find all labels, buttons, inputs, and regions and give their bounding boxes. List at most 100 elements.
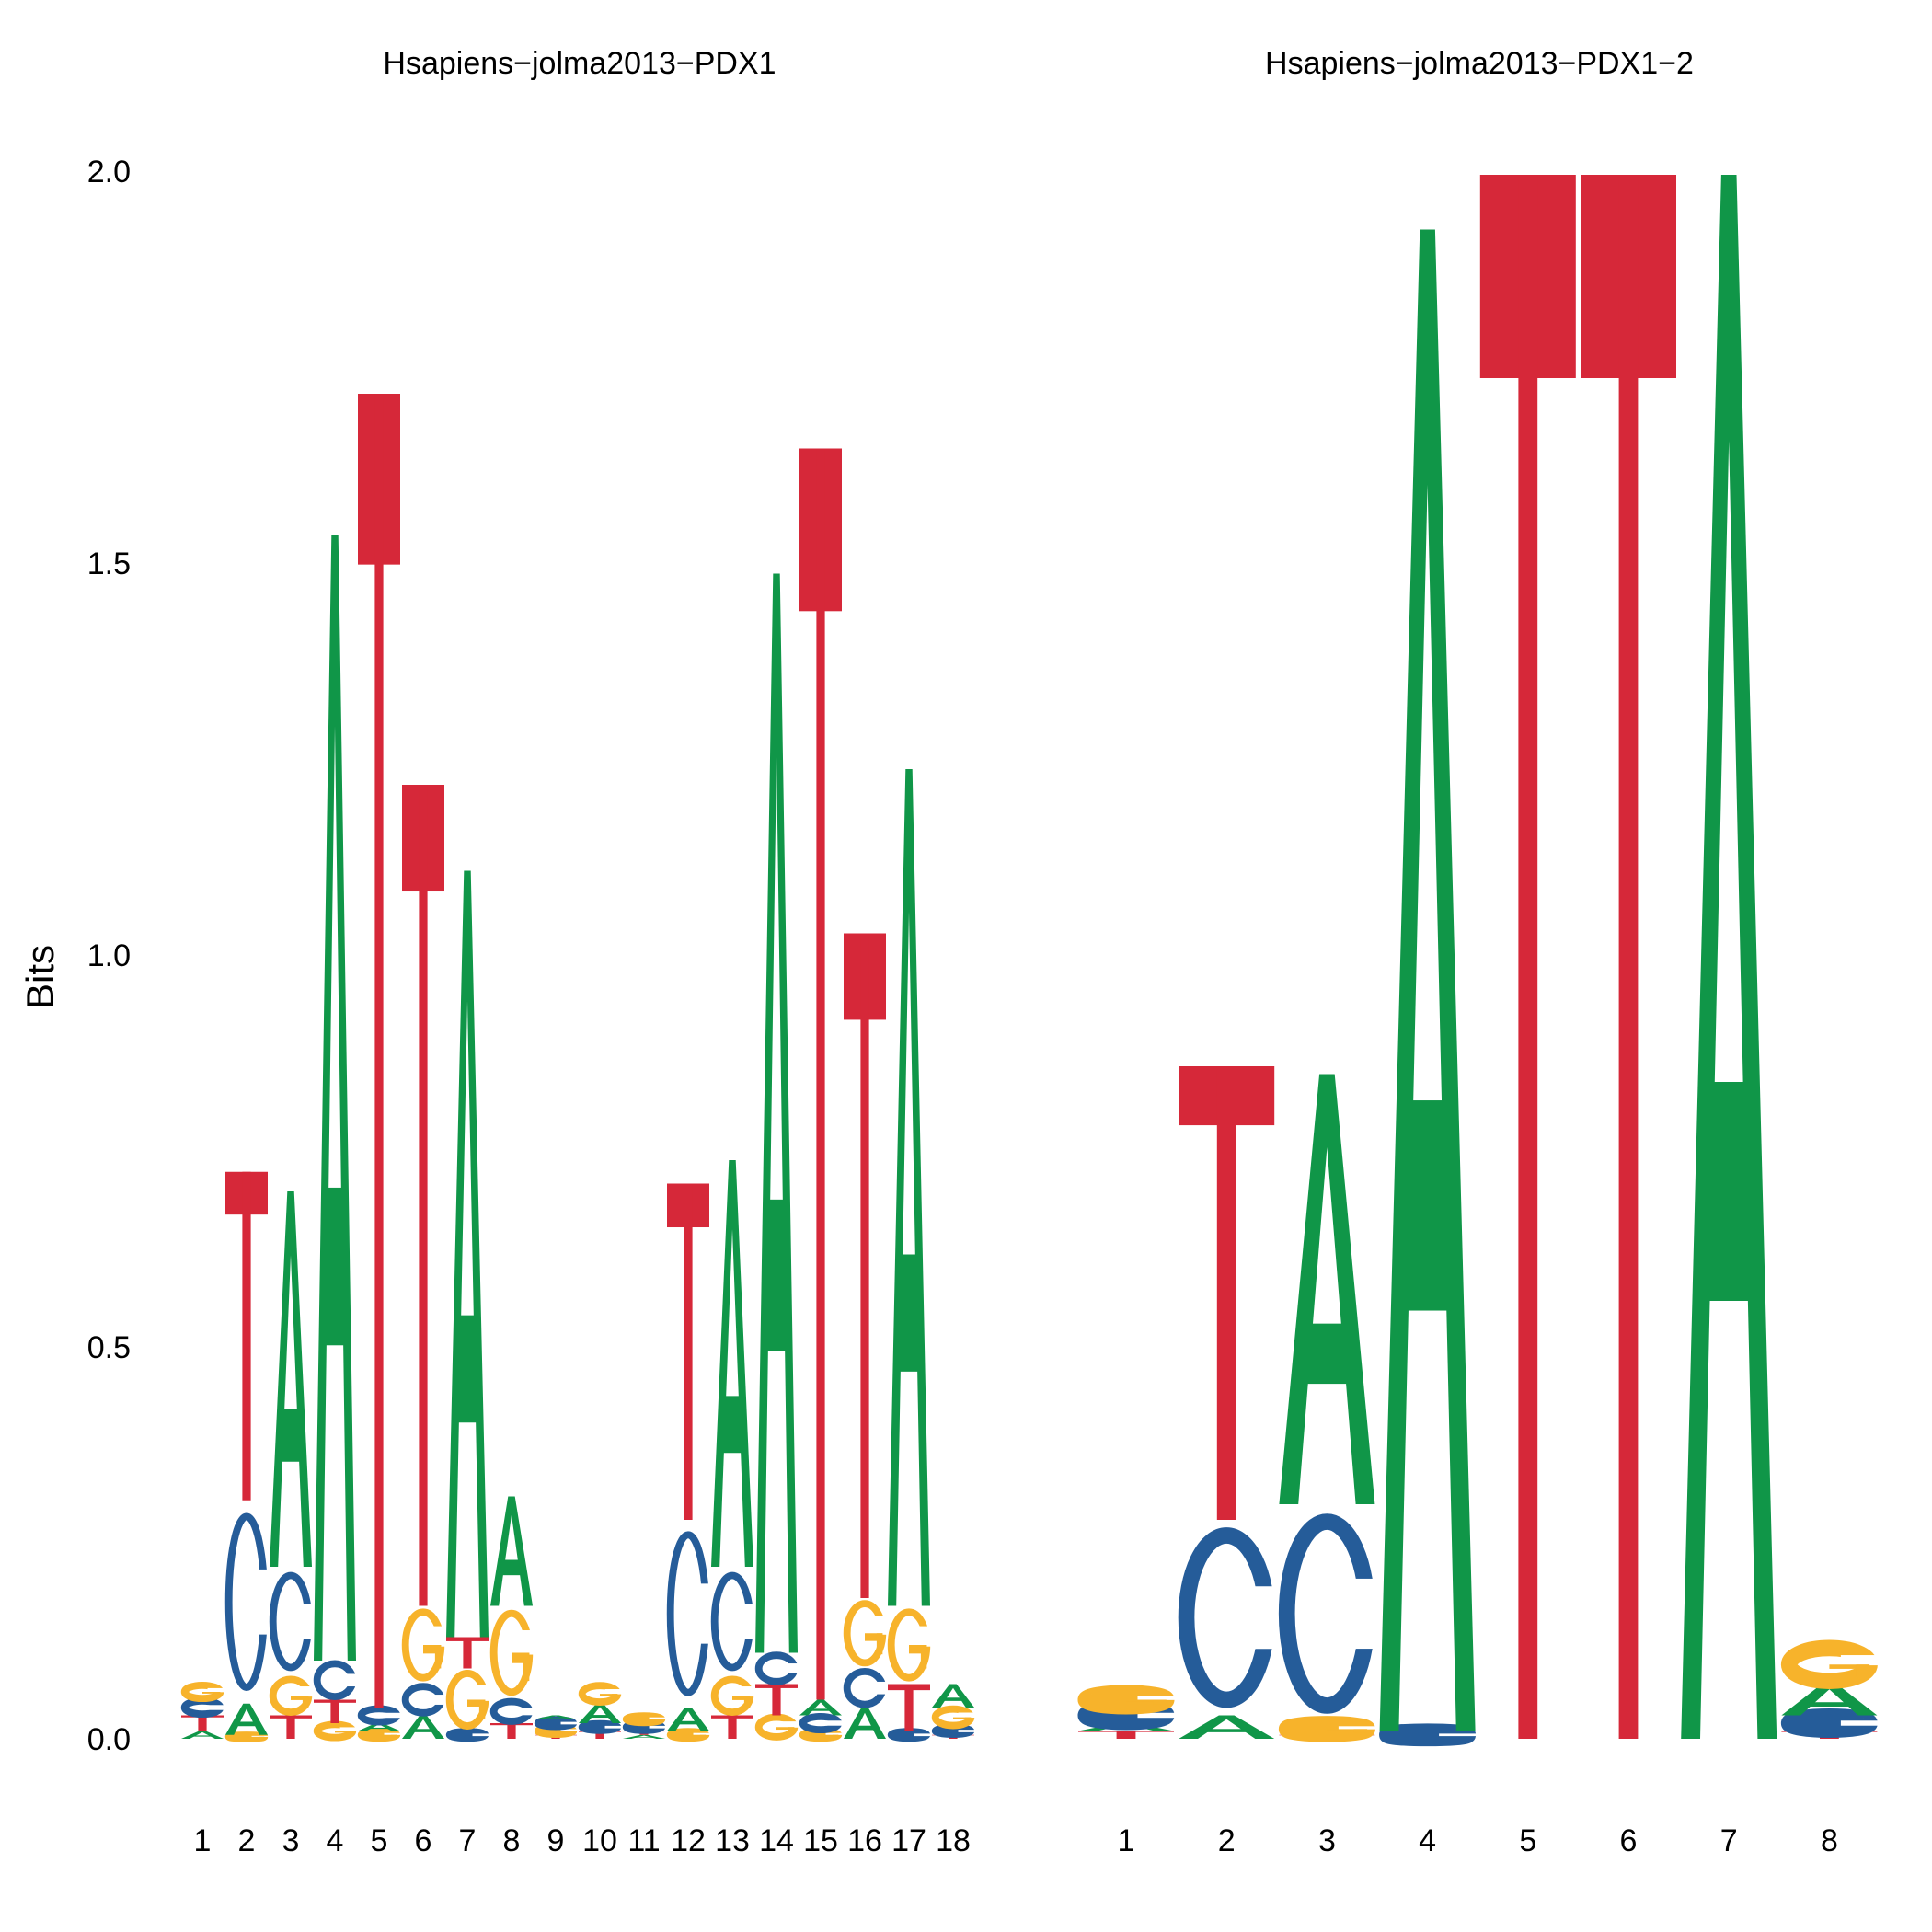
- logo-letter-g: [666, 1728, 710, 1742]
- logo-letter-t: [181, 1715, 224, 1731]
- logo-letter-c: [1780, 1708, 1880, 1738]
- logo-letter-a: [932, 1684, 974, 1708]
- x-tick-label: 9: [547, 1823, 565, 1858]
- logo-letter-c: [578, 1719, 622, 1734]
- logo-letter-c: [224, 1512, 269, 1691]
- x-tick-label: 1: [1118, 1823, 1135, 1858]
- x-tick-label: 7: [459, 1823, 477, 1858]
- logo-letter-t: [667, 1183, 709, 1520]
- logo-letter-t: [314, 1699, 356, 1723]
- logo-letter-c: [843, 1667, 887, 1708]
- logo-letter-a: [579, 1703, 621, 1723]
- logo-letter-t: [358, 394, 400, 1708]
- logo-letter-g: [843, 1600, 887, 1667]
- x-tick-label: 5: [1519, 1823, 1536, 1858]
- x-tick-label: 2: [238, 1823, 256, 1858]
- logo-letter-t: [446, 1637, 489, 1669]
- logo-letter-c: [754, 1651, 799, 1685]
- logo-letter-g: [445, 1670, 489, 1730]
- x-tick-label: 16: [847, 1823, 882, 1858]
- logo-letter-g: [887, 1608, 931, 1682]
- logo-letter-a: [270, 1191, 312, 1567]
- x-tick-label: 5: [371, 1823, 388, 1858]
- logo-letter-a: [1179, 1715, 1275, 1739]
- x-tick-labels: 1 2 3 4 5 6 7 8 9 10 11 12 13 14 15 16 17 18: [194, 1823, 971, 1858]
- y-tick-label: 2.0: [87, 155, 131, 190]
- logo-letter-g: [313, 1720, 357, 1742]
- x-tick-label: 8: [503, 1823, 521, 1858]
- logo-letter-t: [270, 1715, 312, 1739]
- logo-letter-c: [357, 1705, 401, 1726]
- x-tick-label: 17: [891, 1823, 926, 1858]
- x-tick-label: 3: [1318, 1823, 1336, 1858]
- logo-letter-a: [755, 573, 798, 1653]
- logo-letter-g: [622, 1712, 666, 1727]
- y-axis-label: Bits: [18, 945, 62, 1009]
- logo-letter-t: [1179, 1066, 1275, 1520]
- logo-letter-g: [489, 1609, 534, 1696]
- logo-letter-a: [490, 1496, 533, 1606]
- logo-letter-t: [799, 448, 842, 1700]
- logo-letter-c: [180, 1696, 224, 1719]
- logo-letter-g: [269, 1675, 313, 1717]
- x-tick-label: 6: [415, 1823, 432, 1858]
- x-tick-label: 2: [1218, 1823, 1236, 1858]
- logo-letter-a: [181, 1731, 224, 1739]
- logo-letter-a: [535, 1715, 577, 1719]
- x-tick-label: 18: [936, 1823, 971, 1858]
- y-tick-label: 0.5: [87, 1330, 131, 1365]
- logo-letter-a: [844, 1708, 886, 1739]
- logo-letter-t: [402, 785, 444, 1606]
- logo-letter-a: [667, 1708, 709, 1731]
- logo-letter-c: [1379, 1723, 1478, 1747]
- logo-letter-a: [623, 1734, 665, 1739]
- logo-letter-g: [1780, 1639, 1880, 1689]
- logo-letter-g: [1278, 1716, 1377, 1742]
- x-tick-label: 4: [1419, 1823, 1436, 1858]
- logo-letter-t: [1581, 175, 1676, 1739]
- logo-letter-a: [358, 1723, 400, 1731]
- logo-letter-a: [446, 870, 489, 1638]
- logo-letter-g: [401, 1608, 445, 1682]
- x-tick-label: 10: [582, 1823, 617, 1858]
- logo-letter-c: [445, 1728, 489, 1742]
- logo-letter-c: [1278, 1513, 1377, 1714]
- logo-letter-g: [357, 1728, 401, 1742]
- logo-letter-t: [225, 1171, 268, 1501]
- panel-marks: [180, 394, 975, 1742]
- x-tick-label: 13: [715, 1823, 750, 1858]
- logo-letter-a: [888, 769, 930, 1606]
- logo-letter-g: [754, 1713, 799, 1741]
- x-tick-label: 6: [1620, 1823, 1638, 1858]
- x-tick-label: 8: [1821, 1823, 1838, 1858]
- logo-letter-g: [578, 1682, 622, 1706]
- logo-letter-c: [799, 1712, 843, 1734]
- logo-letter-a: [402, 1715, 444, 1739]
- logo-letter-a: [314, 535, 356, 1661]
- x-tick-labels: 1 2 3 4 5 6 7 8: [1118, 1823, 1838, 1858]
- logo-letter-a: [799, 1699, 842, 1716]
- x-tick-label: 1: [194, 1823, 212, 1858]
- logo-letter-c: [489, 1697, 534, 1725]
- logo-letter-g: [710, 1675, 754, 1717]
- logo-letter-t: [1479, 175, 1576, 1739]
- logo-letter-a: [225, 1703, 268, 1735]
- y-tick-label: 1.0: [87, 938, 131, 973]
- y-tick-label: 1.5: [87, 546, 131, 581]
- logo-letter-a: [1279, 1074, 1375, 1504]
- panel-title: Hsapiens−jolma2013−PDX1−2: [1265, 46, 1694, 81]
- logo-letter-c: [534, 1716, 578, 1731]
- logo-letter-c: [710, 1571, 754, 1672]
- logo-letter-a: [711, 1160, 753, 1567]
- x-tick-label: 15: [803, 1823, 838, 1858]
- logo-letter-g: [224, 1731, 269, 1742]
- logo-panel-1: Hsapiens−jolma2013−PDX1 1 2 3 4 5 6 7 8 9 10 11 12 1…: [180, 46, 975, 1858]
- x-tick-label: 3: [282, 1823, 300, 1858]
- panel-marks: [1077, 175, 1880, 1747]
- logo-letter-g: [180, 1681, 224, 1703]
- logo-letter-c: [401, 1683, 445, 1717]
- x-tick-label: 4: [327, 1823, 344, 1858]
- logo-letter-c: [313, 1660, 357, 1701]
- logo-letter-t: [888, 1684, 930, 1731]
